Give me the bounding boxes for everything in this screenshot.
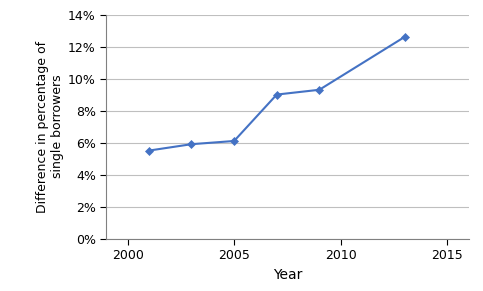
Y-axis label: Difference in percentage of
single borrowers: Difference in percentage of single borro… [36,40,64,213]
X-axis label: Year: Year [273,268,302,282]
